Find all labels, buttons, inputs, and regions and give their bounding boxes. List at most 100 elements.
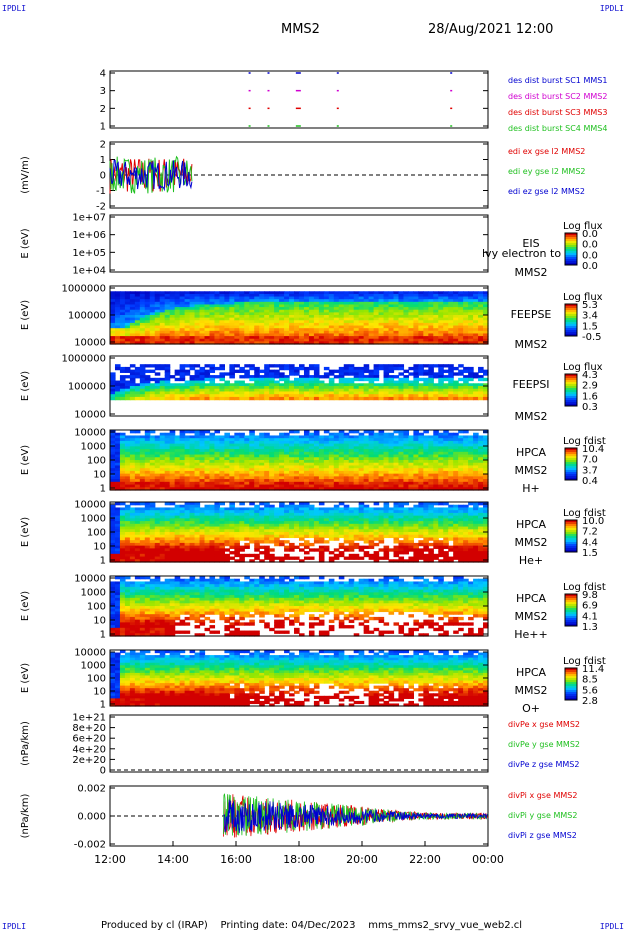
heat-cell: [453, 397, 459, 400]
y-axis-label: E (eV): [20, 228, 31, 258]
heat-cell: [180, 378, 186, 381]
heat-cell: [309, 397, 315, 400]
colorbar-tick: 5.3: [582, 300, 598, 311]
heat-cell: [185, 364, 191, 367]
heat-cell: [249, 397, 255, 400]
heat-cell: [170, 375, 176, 378]
heat-cell: [259, 540, 265, 543]
heat-cell: [453, 372, 459, 375]
heat-cell: [234, 364, 240, 367]
heat-cell: [408, 367, 414, 370]
heat-cell: [294, 535, 300, 538]
panel-hpca-h: 100001000100101E (eV) HPCAMMS2H+Log fdist…: [20, 428, 606, 496]
heat-cell: [180, 397, 186, 400]
heat-cell: [359, 378, 365, 381]
panel-label: MMS2: [515, 338, 548, 351]
heat-cell: [398, 372, 404, 375]
heat-cell: [150, 370, 156, 373]
heat-cell: [259, 546, 265, 549]
heat-cell: [214, 375, 220, 378]
heat-cell: [130, 397, 136, 400]
heat-cell: [324, 375, 330, 378]
legend-entry: des dist burst SC4 MMS4: [508, 124, 607, 133]
heat-cell: [125, 370, 131, 373]
heat-cell: [324, 367, 330, 370]
heat-cell: [244, 554, 250, 557]
panel-label: H+: [522, 482, 540, 495]
heat-cell: [205, 397, 211, 400]
heat-cell: [379, 397, 385, 400]
heat-cell: [443, 397, 449, 400]
heat-cell: [224, 543, 230, 546]
heat-cell: [403, 370, 409, 373]
heat-cell: [423, 397, 429, 400]
heat-cell: [448, 397, 454, 400]
heat-cell: [229, 557, 235, 560]
heat-cell: [334, 370, 340, 373]
heat-cell: [274, 397, 280, 400]
heat-cell: [394, 397, 400, 400]
legend-entry: des dist burst SC2 MMS2: [508, 92, 607, 101]
heat-cell: [319, 397, 325, 400]
heat-cell: [274, 543, 280, 546]
heat-cell: [334, 375, 340, 378]
heat-cell: [274, 364, 280, 367]
heat-cell: [244, 397, 250, 400]
heat-cell: [478, 378, 484, 381]
heat-cell: [289, 372, 295, 375]
y-tick-label: 1e+06: [72, 230, 106, 241]
heat-cell: [289, 557, 295, 560]
heat-cell: [269, 397, 275, 400]
heat-cell: [195, 364, 201, 367]
heat-cell: [249, 378, 255, 381]
heat-cell: [244, 364, 250, 367]
heat-cell: [443, 370, 449, 373]
heat-cell: [249, 554, 255, 557]
heat-cell: [299, 537, 305, 540]
heat-cell: [433, 364, 439, 367]
heat-cell: [329, 372, 335, 375]
y-tick-label: 100000: [68, 382, 106, 393]
heat-cell: [294, 397, 300, 400]
heat-cell: [324, 548, 330, 551]
heat-cell: [229, 397, 235, 400]
heat-cell: [185, 397, 191, 400]
colorbar-tick: 0.4: [582, 476, 598, 487]
heat-cell: [344, 397, 350, 400]
heat-cell: [299, 548, 305, 551]
colorbar-tick: 0.0: [582, 240, 598, 251]
heat-cell: [304, 546, 310, 549]
heat-cell: [458, 378, 464, 381]
heat-cell: [418, 397, 424, 400]
heat-cell: [140, 397, 146, 400]
heat-cell: [120, 370, 126, 373]
heat-cell: [205, 378, 211, 381]
heat-cell: [374, 397, 380, 400]
heat-cell: [110, 397, 116, 400]
y-tick-label: 1e+07: [72, 213, 106, 224]
panel-label: FEEPSI: [512, 378, 549, 391]
heat-cell: [239, 370, 245, 373]
heat-cell: [279, 543, 285, 546]
panel-edi: 210-1-2(mV/m)edi ex gse l2 MMS2edi ey gs…: [20, 140, 586, 213]
heat-cell: [304, 551, 310, 554]
y-tick-label: 1000000: [61, 354, 106, 365]
heat-cell: [433, 375, 439, 378]
y-tick-label: 1: [100, 484, 106, 495]
heat-cell: [190, 367, 196, 370]
heat-cell: [130, 364, 136, 367]
heat-cell: [334, 397, 340, 400]
colorbar-tick: 0.3: [582, 402, 598, 413]
heat-cell: [478, 397, 484, 400]
heat-cell: [324, 540, 330, 543]
colorbar-tick: 0.0: [582, 261, 598, 272]
y-tick-label: 3: [100, 86, 106, 97]
overlay-text: lvy electron to: [482, 247, 561, 260]
y-tick-label: 4: [100, 69, 106, 80]
heat-cell: [324, 535, 330, 538]
heat-cell: [155, 367, 161, 370]
heat-cell: [468, 397, 474, 400]
heat-cell: [135, 375, 141, 378]
heat-cell: [314, 397, 320, 400]
